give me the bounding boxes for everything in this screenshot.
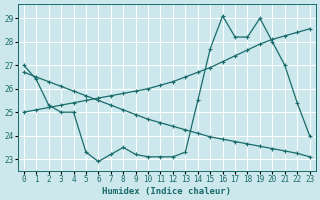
X-axis label: Humidex (Indice chaleur): Humidex (Indice chaleur) [102,187,231,196]
